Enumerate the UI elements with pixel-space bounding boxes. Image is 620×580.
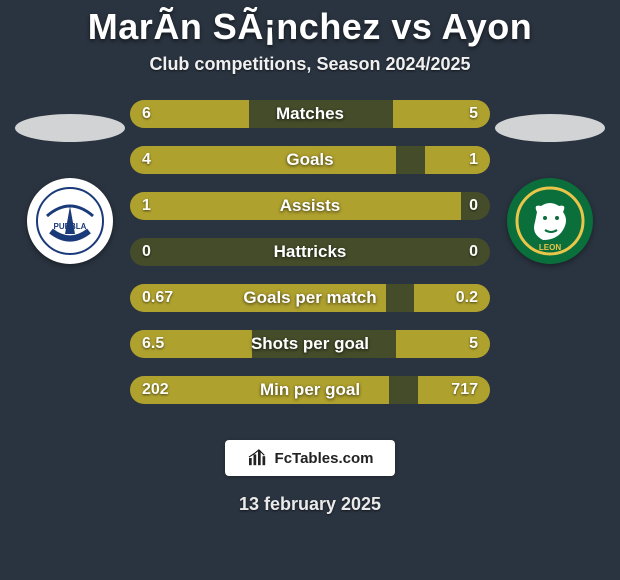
right-value: 5 [469, 330, 478, 358]
stat-row: 4 1 Goals [130, 146, 490, 174]
right-value: 717 [451, 376, 478, 404]
right-side: LEON [490, 100, 610, 264]
stat-label: Assists [280, 196, 340, 216]
page-subtitle: Club competitions, Season 2024/2025 [149, 54, 470, 75]
stat-label: Goals [286, 150, 333, 170]
puebla-logo-icon: PUEBLA [35, 186, 105, 256]
stat-row: 0 0 Hattricks [130, 238, 490, 266]
stat-label: Goals per match [243, 288, 376, 308]
bar-right-fill [425, 146, 490, 174]
right-value: 0.2 [456, 284, 478, 312]
brand-badge[interactable]: FcTables.com [225, 440, 395, 476]
stat-row: 202 717 Min per goal [130, 376, 490, 404]
right-value: 0 [469, 238, 478, 266]
left-side: PUEBLA [10, 100, 130, 264]
left-value: 0.67 [142, 284, 173, 312]
right-value: 5 [469, 100, 478, 128]
content-row: PUEBLA 6 5 Matches 4 1 Goals 1 0 Assists 0 0 Hattri… [0, 100, 620, 404]
right-ellipse [495, 114, 605, 142]
leon-logo-icon: LEON [515, 186, 585, 256]
left-ellipse [15, 114, 125, 142]
page-title: MarÃ­n SÃ¡nchez vs Ayon [88, 6, 532, 48]
left-value: 6.5 [142, 330, 164, 358]
left-value: 202 [142, 376, 169, 404]
right-value: 1 [469, 146, 478, 174]
stat-row: 1 0 Assists [130, 192, 490, 220]
stat-label: Min per goal [260, 380, 360, 400]
svg-text:LEON: LEON [539, 243, 561, 252]
right-value: 0 [469, 192, 478, 220]
stat-bars: 6 5 Matches 4 1 Goals 1 0 Assists 0 0 Hattricks 0.67… [130, 100, 490, 404]
bar-chart-icon [247, 449, 269, 467]
stat-row: 6 5 Matches [130, 100, 490, 128]
left-value: 0 [142, 238, 151, 266]
footer-date: 13 february 2025 [0, 494, 620, 515]
left-value: 1 [142, 192, 151, 220]
stat-label: Hattricks [274, 242, 347, 262]
brand-text: FcTables.com [275, 450, 374, 467]
svg-text:PUEBLA: PUEBLA [54, 222, 87, 231]
left-value: 6 [142, 100, 151, 128]
left-team-logo: PUEBLA [27, 178, 113, 264]
stat-row: 6.5 5 Shots per goal [130, 330, 490, 358]
stat-row: 0.67 0.2 Goals per match [130, 284, 490, 312]
stat-label: Shots per goal [251, 334, 369, 354]
comparison-card: MarÃ­n SÃ¡nchez vs Ayon Club competition… [0, 0, 620, 580]
bar-right-fill [414, 284, 490, 312]
left-value: 4 [142, 146, 151, 174]
stat-label: Matches [276, 104, 344, 124]
bar-left-fill [130, 146, 396, 174]
right-team-logo: LEON [507, 178, 593, 264]
